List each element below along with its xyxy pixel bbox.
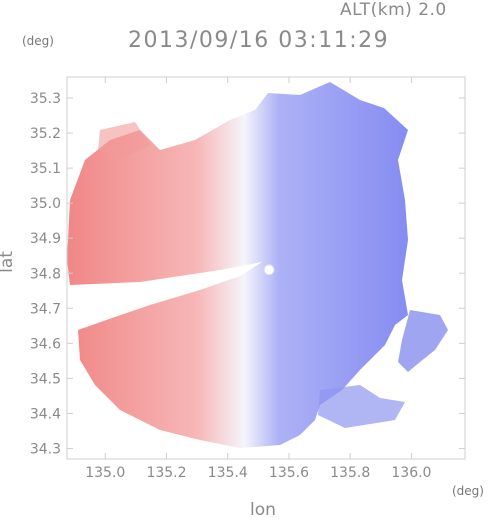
y-tick-label: 34.4 [30,406,61,422]
y-tick-label: 34.3 [30,441,61,457]
echo-region [67,82,408,448]
y-tick-label: 34.6 [30,336,61,352]
echo-patch-southeast [318,385,405,428]
x-tick-label: 135.4 [208,465,248,481]
y-tick-label: 35.0 [30,196,61,212]
y-axis-unit: (deg) [22,34,54,48]
x-axis-unit: (deg) [452,484,484,498]
x-axis-title: lon [250,500,276,520]
radar-site-marker [263,264,275,276]
y-axis-ticks: 34.3 34.4 34.5 34.6 34.7 34.8 34.9 35.0 35.1 35.2… [30,91,465,457]
y-tick-label: 34.9 [30,231,61,247]
y-tick-label: 35.1 [30,161,61,177]
y-tick-label: 34.5 [30,371,61,387]
plot-frame [66,76,466,460]
timestamp-title: 2013/09/16 03:11:29 [128,28,390,53]
y-tick-label: 35.3 [30,91,61,107]
echo-patch-east [398,310,448,372]
echo-patch-northwest [98,122,150,160]
x-tick-label: 135.0 [85,465,125,481]
y-tick-label: 34.8 [30,266,61,282]
x-tick-label: 135.8 [330,465,370,481]
y-tick-label: 35.2 [30,126,61,142]
velocity-field [67,82,448,448]
x-tick-label: 135.6 [269,465,309,481]
y-tick-label: 34.7 [30,301,61,317]
x-tick-label: 135.2 [146,465,186,481]
x-tick-label: 136.0 [391,465,431,481]
x-axis-ticks: 135.0 135.2 135.4 135.6 135.8 136.0 [85,77,431,481]
altitude-label: ALT(km) 2.0 [340,0,447,20]
